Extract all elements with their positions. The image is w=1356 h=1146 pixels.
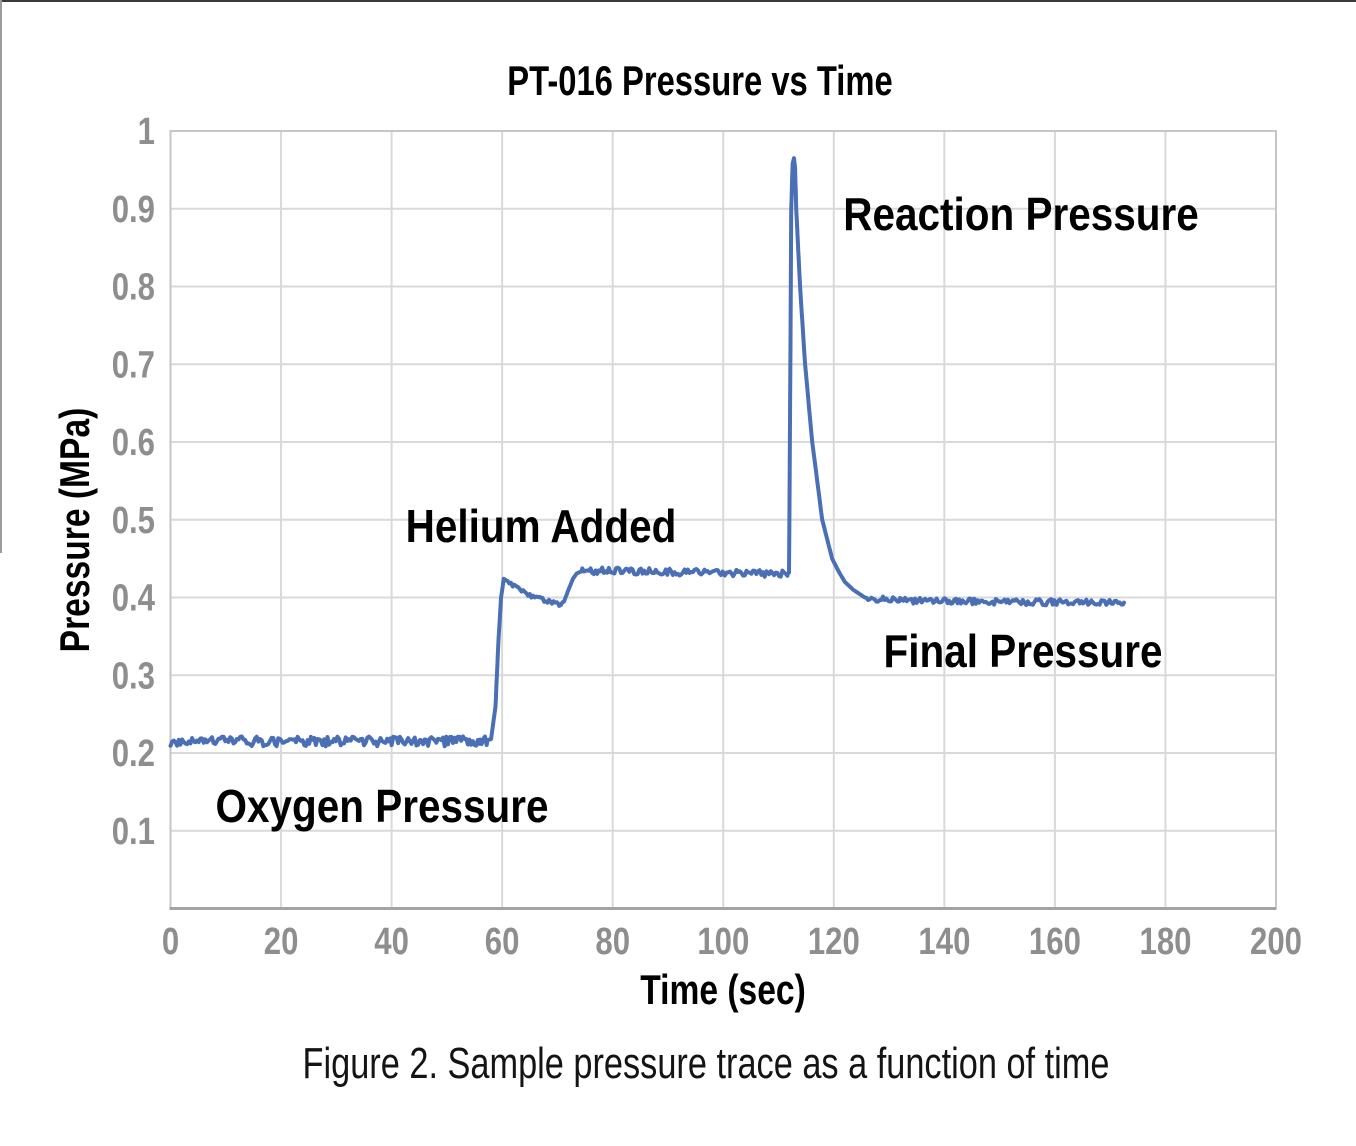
y-tick-label: 0.3 (112, 655, 155, 697)
figure-caption: Figure 2. Sample pressure trace as a fun… (302, 1039, 1110, 1088)
x-tick-label: 200 (1250, 921, 1302, 963)
y-tick-label: 0.7 (112, 344, 155, 386)
x-tick-label: 180 (1140, 921, 1192, 963)
window-left-edge (0, 0, 2, 553)
y-tick-label: 0.5 (112, 500, 155, 542)
y-tick-label: 0.6 (112, 422, 155, 464)
x-axis-title: Time (sec) (640, 966, 806, 1013)
x-tick-label: 80 (595, 921, 630, 963)
x-tick-label: 60 (485, 921, 520, 963)
y-tick-label: 0.2 (112, 733, 155, 775)
y-tick-label: 0.1 (112, 811, 155, 853)
x-tick-label: 120 (808, 921, 860, 963)
x-tick-label: 100 (697, 921, 749, 963)
chart-title: PT-016 Pressure vs Time (507, 57, 893, 104)
annotation-reaction-pressure: Reaction Pressure (843, 188, 1199, 241)
x-tick-label: 20 (264, 921, 299, 963)
annotation-helium-added: Helium Added (406, 499, 677, 552)
annotation-oxygen-pressure: Oxygen Pressure (215, 779, 549, 832)
y-axis-title: Pressure (MPa) (51, 407, 98, 653)
y-tick-label: 0.9 (112, 189, 155, 231)
y-tick-label: 0.8 (112, 267, 155, 309)
pressure-trace-line (168, 156, 1126, 749)
annotation-final-pressure: Final Pressure (883, 625, 1163, 678)
x-tick-label: 160 (1029, 921, 1081, 963)
x-tick-label: 140 (918, 921, 970, 963)
x-tick-label: 40 (374, 921, 409, 963)
y-tick-label: 1 (138, 111, 155, 153)
x-tick-label: 0 (162, 921, 179, 963)
y-tick-label: 0.4 (112, 578, 156, 620)
window-top-edge (0, 0, 1356, 2)
